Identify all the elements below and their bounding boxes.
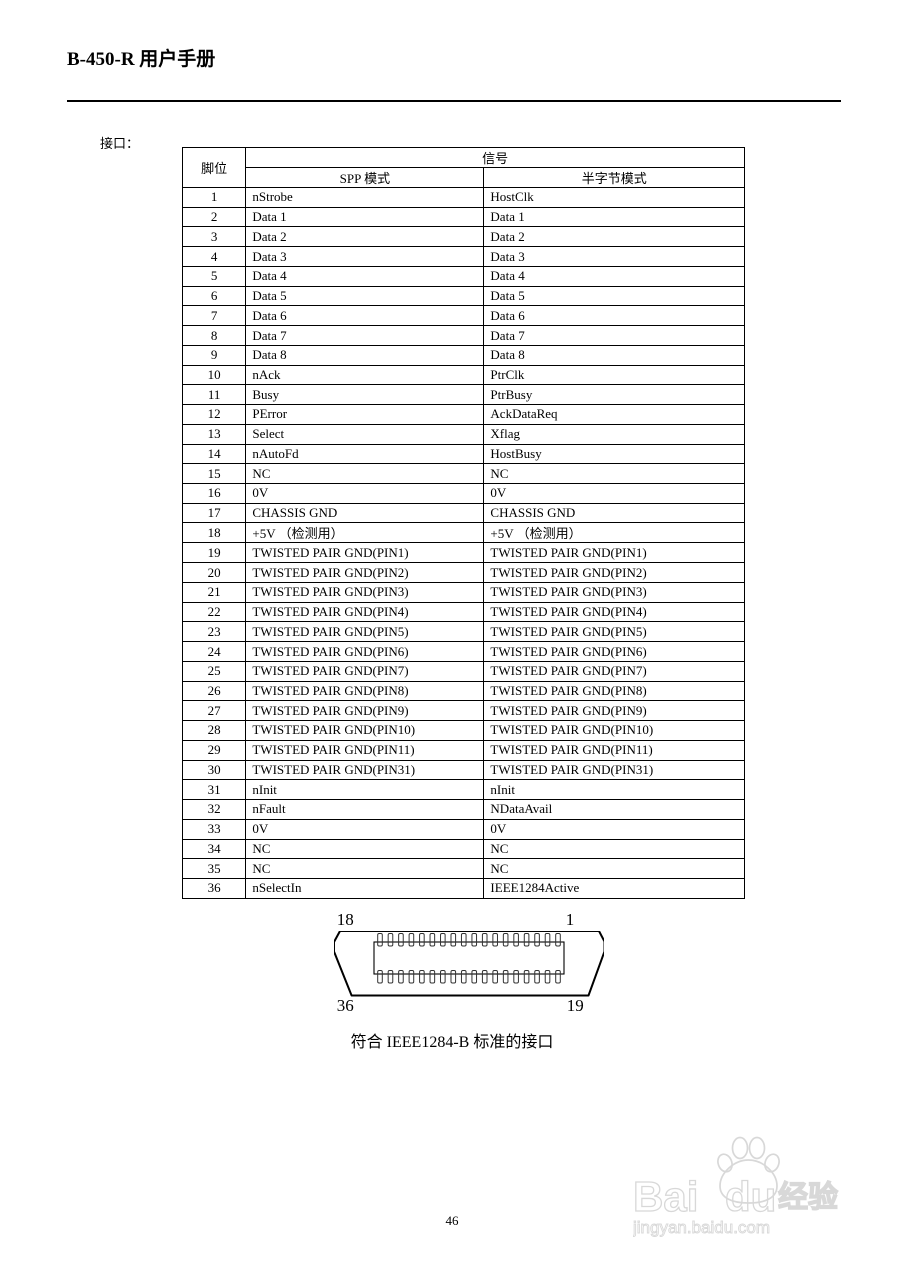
svg-text:Bai: Bai xyxy=(633,1173,698,1220)
svg-text:du: du xyxy=(725,1173,776,1220)
svg-text:经验: 经验 xyxy=(778,1180,838,1214)
svg-text:jingyan.baidu.com: jingyan.baidu.com xyxy=(633,1218,770,1237)
